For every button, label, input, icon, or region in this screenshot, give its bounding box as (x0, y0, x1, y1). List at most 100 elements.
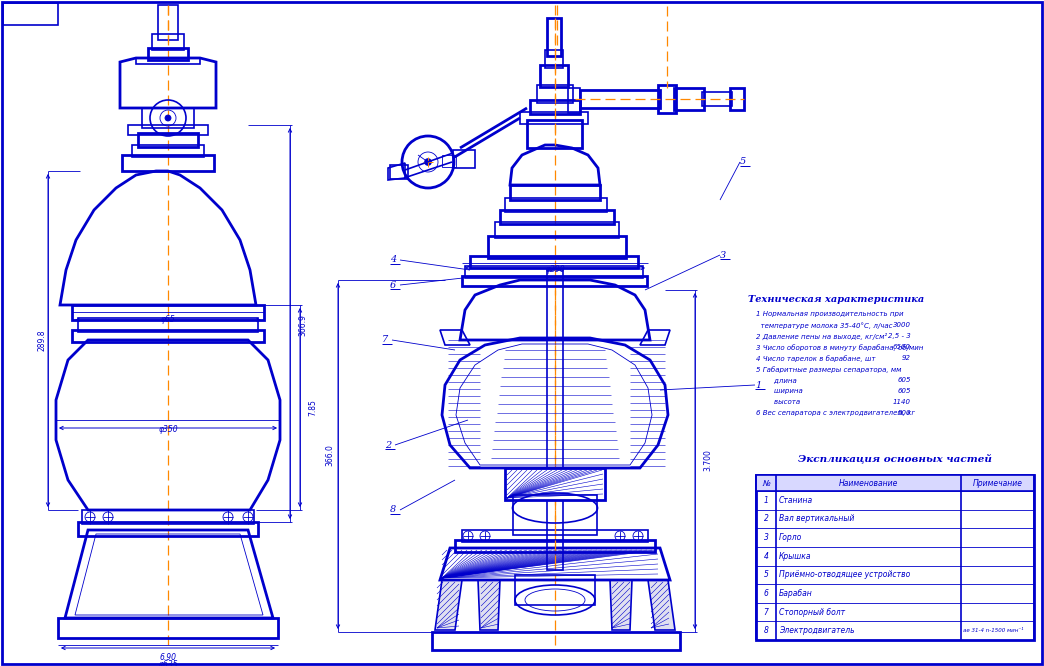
Text: 2: 2 (763, 514, 768, 523)
Bar (505, 468, 606, 500)
Text: 2 Давление пены на выходе, кг/см²: 2 Давление пены на выходе, кг/см² (756, 333, 887, 340)
Text: ае 31-4 n-1500 мин⁻¹: ае 31-4 n-1500 мин⁻¹ (963, 628, 1023, 633)
Text: Примечание: Примечание (973, 478, 1022, 488)
Text: Горло: Горло (779, 533, 802, 542)
Polygon shape (648, 580, 675, 630)
Text: 366.9: 366.9 (298, 314, 307, 336)
Text: 6: 6 (390, 280, 397, 290)
Bar (152, 34, 184, 50)
Bar (495, 222, 619, 238)
Bar (453, 150, 475, 168)
Text: высота: высота (756, 399, 800, 405)
Text: Станина: Станина (779, 496, 813, 505)
Bar (515, 575, 595, 605)
Bar (530, 100, 580, 114)
Polygon shape (478, 580, 500, 630)
Text: Электродвигатель: Электродвигатель (779, 626, 855, 635)
Text: Приёмно-отводящее устройство: Приёмно-отводящее устройство (779, 570, 910, 579)
Bar (158, 5, 177, 40)
Circle shape (165, 115, 171, 121)
Text: Крышка: Крышка (779, 551, 811, 561)
Bar (72, 330, 264, 342)
Text: 3: 3 (720, 250, 727, 260)
Text: Стопорный болт: Стопорный болт (779, 607, 846, 617)
Text: φ290: φ290 (545, 265, 565, 274)
Text: 6 Вес сепаратора с электродвигателем, кг: 6 Вес сепаратора с электродвигателем, кг (756, 410, 915, 416)
Bar (547, 270, 563, 570)
Text: №: № (762, 478, 769, 488)
Text: 2: 2 (385, 440, 392, 450)
Bar (547, 18, 561, 56)
Bar (513, 495, 597, 535)
Text: 4: 4 (390, 256, 397, 264)
Bar (390, 165, 408, 179)
Text: Барабан: Барабан (779, 589, 812, 598)
Text: φ65: φ65 (161, 315, 175, 324)
Text: 7.85: 7.85 (308, 400, 317, 416)
Text: 7: 7 (763, 607, 768, 617)
Text: 6500: 6500 (893, 344, 911, 350)
Bar (580, 90, 660, 108)
Text: 3 Число оборотов в минуту барабана, об/мин: 3 Число оборотов в минуту барабана, об/м… (756, 344, 923, 351)
Text: 605: 605 (898, 388, 911, 394)
Bar (756, 475, 1034, 491)
Text: 3000: 3000 (893, 322, 911, 328)
Bar (756, 475, 1034, 640)
Bar (505, 198, 607, 212)
Bar (500, 210, 614, 224)
Bar (520, 112, 588, 124)
Bar (568, 88, 580, 113)
Bar (132, 145, 204, 157)
Bar (465, 266, 643, 278)
Bar (511, 185, 600, 200)
Text: 8: 8 (390, 505, 397, 515)
Bar (442, 155, 456, 167)
Bar (462, 276, 647, 286)
Bar (136, 58, 200, 64)
Text: 1: 1 (755, 380, 761, 390)
Bar (488, 236, 626, 258)
Text: 366.0: 366.0 (326, 444, 334, 466)
Bar (658, 85, 677, 113)
Text: Экспликация основных частей: Экспликация основных частей (798, 453, 992, 463)
Text: 6: 6 (763, 589, 768, 598)
Text: длина: длина (756, 377, 797, 383)
Bar (58, 618, 278, 638)
Bar (78, 318, 258, 332)
Bar (432, 632, 680, 650)
Text: Наименование: Наименование (838, 478, 898, 488)
Text: 3: 3 (763, 533, 768, 542)
Bar (122, 155, 214, 171)
Bar (702, 92, 732, 106)
Text: 5: 5 (740, 157, 746, 166)
Polygon shape (435, 580, 462, 630)
Text: φ635: φ635 (159, 660, 177, 666)
Bar (72, 305, 264, 320)
Bar (455, 540, 655, 552)
Text: 5 Габаритные размеры сепаратора, мм: 5 Габаритные размеры сепаратора, мм (756, 366, 901, 373)
Text: 1: 1 (763, 496, 768, 505)
Text: 500: 500 (898, 410, 911, 416)
Bar (3, 3, 58, 25)
Text: φ350: φ350 (159, 425, 177, 434)
Text: ширина: ширина (756, 388, 803, 394)
Bar (540, 65, 568, 87)
Text: 4 Число тарелок в барабане, шт: 4 Число тарелок в барабане, шт (756, 355, 876, 362)
Text: 2,5 - 3: 2,5 - 3 (888, 333, 911, 339)
Bar (142, 108, 194, 128)
Bar (674, 88, 704, 110)
Text: 605: 605 (898, 377, 911, 383)
Text: 3.700: 3.700 (703, 449, 712, 471)
Text: 4: 4 (763, 551, 768, 561)
Bar (82, 510, 254, 524)
Text: Вал вертикальный: Вал вертикальный (779, 514, 854, 523)
Text: 1 Нормальная производительность при: 1 Нормальная производительность при (756, 311, 903, 317)
Bar (138, 133, 198, 147)
Text: Техническая характеристика: Техническая характеристика (748, 295, 924, 304)
Bar (545, 50, 563, 68)
Text: 6.90: 6.90 (160, 653, 176, 662)
Bar (128, 125, 208, 135)
Bar (462, 530, 648, 542)
Text: 5: 5 (763, 570, 768, 579)
Text: 92: 92 (902, 355, 911, 361)
